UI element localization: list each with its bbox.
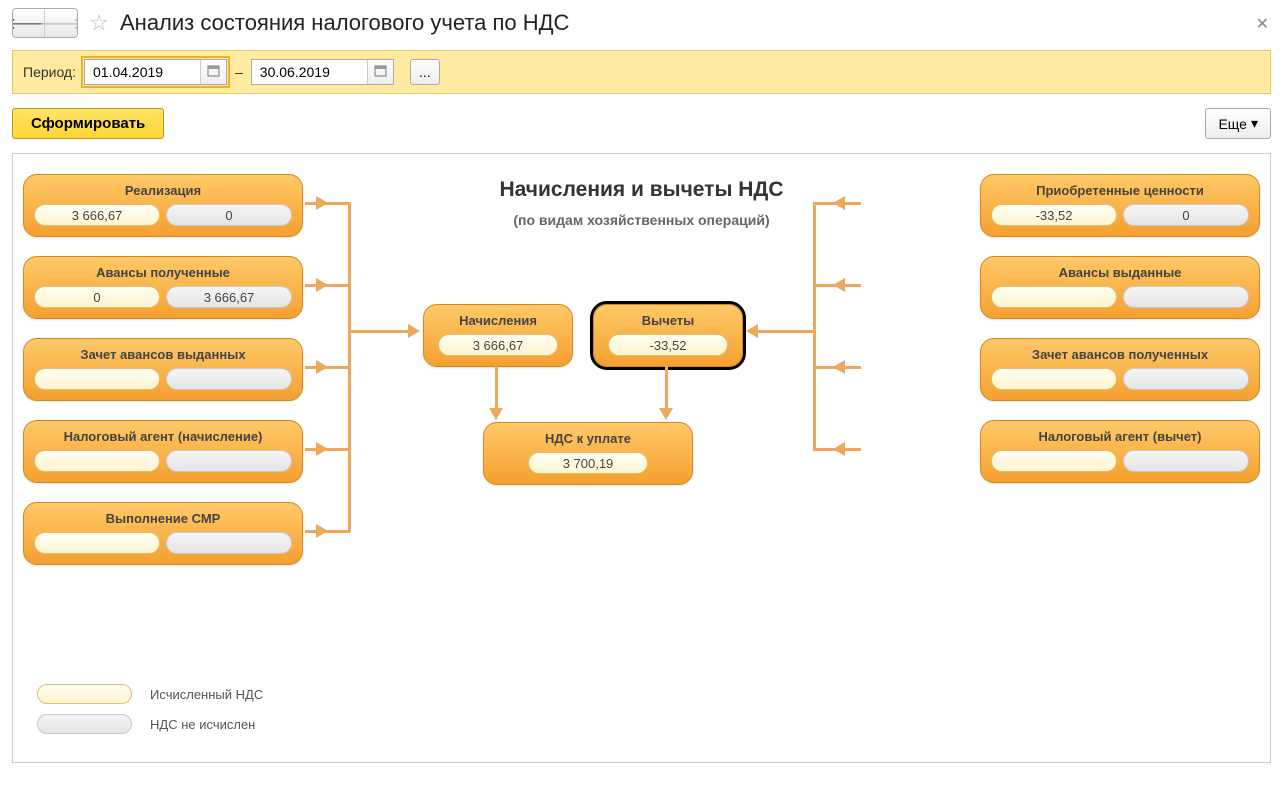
pill-value: 3 666,67 [34, 204, 160, 226]
arrow-head-icon [316, 196, 328, 210]
close-icon[interactable]: ✕ [1256, 14, 1269, 34]
node-advances-issued[interactable]: Авансы выданные [980, 256, 1260, 319]
arrow-head-icon [833, 196, 845, 210]
pill-value: 0 [34, 286, 160, 308]
node-title: Приобретенные ценности [991, 183, 1249, 204]
arrow-line [813, 202, 816, 450]
legend-label: НДС не исчислен [150, 717, 255, 732]
arrow-head-icon [316, 524, 328, 538]
node-acquired-values[interactable]: Приобретенные ценности -33,52 0 [980, 174, 1260, 237]
date-from-field [84, 59, 227, 85]
pill-value [166, 368, 292, 390]
node-title: Выполнение СМР [34, 511, 292, 532]
pill-value [991, 450, 1117, 472]
node-advances-received[interactable]: Авансы полученные 0 3 666,67 [23, 256, 303, 319]
arrow-head-icon [833, 442, 845, 456]
legend: Исчисленный НДС НДС не исчислен [37, 684, 263, 744]
date-to-input[interactable] [252, 60, 367, 84]
pill-value [34, 450, 160, 472]
node-title: Зачет авансов выданных [34, 347, 292, 368]
pill-value: -33,52 [608, 334, 728, 356]
arrow-head-icon [316, 360, 328, 374]
pill-value [991, 368, 1117, 390]
pill-value [1123, 286, 1249, 308]
header: 🡐 🡒 ☆ Анализ состояния налогового учета … [0, 0, 1283, 46]
pill-value [166, 450, 292, 472]
forward-button[interactable]: 🡒 [45, 9, 77, 37]
node-offset-advances-issued[interactable]: Зачет авансов выданных [23, 338, 303, 401]
legend-pill-calculated [37, 684, 132, 704]
arrow-head-icon [316, 278, 328, 292]
node-tax-agent-deduction[interactable]: Налоговый агент (вычет) [980, 420, 1260, 483]
node-realization[interactable]: Реализация 3 666,67 0 [23, 174, 303, 237]
node-title: Налоговый агент (вычет) [991, 429, 1249, 450]
legend-row: Исчисленный НДС [37, 684, 263, 704]
pill-value [991, 286, 1117, 308]
node-accruals[interactable]: Начисления 3 666,67 [423, 304, 573, 367]
node-tax-agent-accrual[interactable]: Налоговый агент (начисление) [23, 420, 303, 483]
legend-row: НДС не исчислен [37, 714, 263, 734]
node-title: НДС к уплате [494, 431, 682, 452]
date-from-input[interactable] [85, 60, 200, 84]
arrow-head-icon [408, 324, 420, 338]
arrow-line [665, 366, 668, 410]
node-title: Авансы выданные [991, 265, 1249, 286]
arrow-head-icon [833, 360, 845, 374]
chevron-down-icon: ▾ [1251, 115, 1258, 132]
legend-label: Исчисленный НДС [150, 687, 263, 702]
node-title: Налоговый агент (начисление) [34, 429, 292, 450]
generate-button[interactable]: Сформировать [12, 108, 164, 139]
pill-value [1123, 368, 1249, 390]
calendar-from-icon[interactable] [200, 60, 226, 84]
arrow-line [758, 330, 814, 333]
pill-value: 3 666,67 [438, 334, 558, 356]
arrow-line [348, 202, 351, 532]
node-offset-advances-received[interactable]: Зачет авансов полученных [980, 338, 1260, 401]
arrow-head-icon [489, 408, 503, 420]
pill-value: -33,52 [991, 204, 1117, 226]
pill-value [1123, 450, 1249, 472]
nav-buttons: 🡐 🡒 [12, 8, 78, 38]
favorite-icon[interactable]: ☆ [86, 10, 112, 36]
legend-pill-not-calculated [37, 714, 132, 734]
arrow-line [495, 366, 498, 410]
pill-value: 3 666,67 [166, 286, 292, 308]
node-construction[interactable]: Выполнение СМР [23, 502, 303, 565]
node-title: Вычеты [604, 313, 732, 334]
node-title: Начисления [434, 313, 562, 334]
period-dash: – [235, 64, 243, 80]
node-title: Авансы полученные [34, 265, 292, 286]
period-label: Период: [23, 64, 76, 80]
calendar-to-icon[interactable] [367, 60, 393, 84]
more-button-label: Еще [1218, 116, 1247, 132]
date-to-field [251, 59, 394, 85]
pill-value: 0 [166, 204, 292, 226]
pill-value [34, 532, 160, 554]
page-title: Анализ состояния налогового учета по НДС [120, 10, 569, 36]
period-bar: Период: – ... [12, 50, 1271, 94]
pill-value: 0 [1123, 204, 1249, 226]
node-deductions[interactable]: Вычеты -33,52 [593, 304, 743, 367]
arrow-line [348, 330, 408, 333]
more-button[interactable]: Еще ▾ [1205, 108, 1271, 139]
action-bar: Сформировать Еще ▾ [0, 98, 1283, 149]
arrow-head-icon [316, 442, 328, 456]
node-payable[interactable]: НДС к уплате 3 700,19 [483, 422, 693, 485]
pill-value [166, 532, 292, 554]
pill-value [34, 368, 160, 390]
diagram-frame: Начисления и вычеты НДС (по видам хозяйс… [12, 153, 1271, 763]
node-title: Реализация [34, 183, 292, 204]
node-title: Зачет авансов полученных [991, 347, 1249, 368]
pill-value: 3 700,19 [528, 452, 648, 474]
period-picker-button[interactable]: ... [410, 59, 440, 85]
arrow-head-icon [659, 408, 673, 420]
arrow-head-icon [746, 324, 758, 338]
arrow-head-icon [833, 278, 845, 292]
